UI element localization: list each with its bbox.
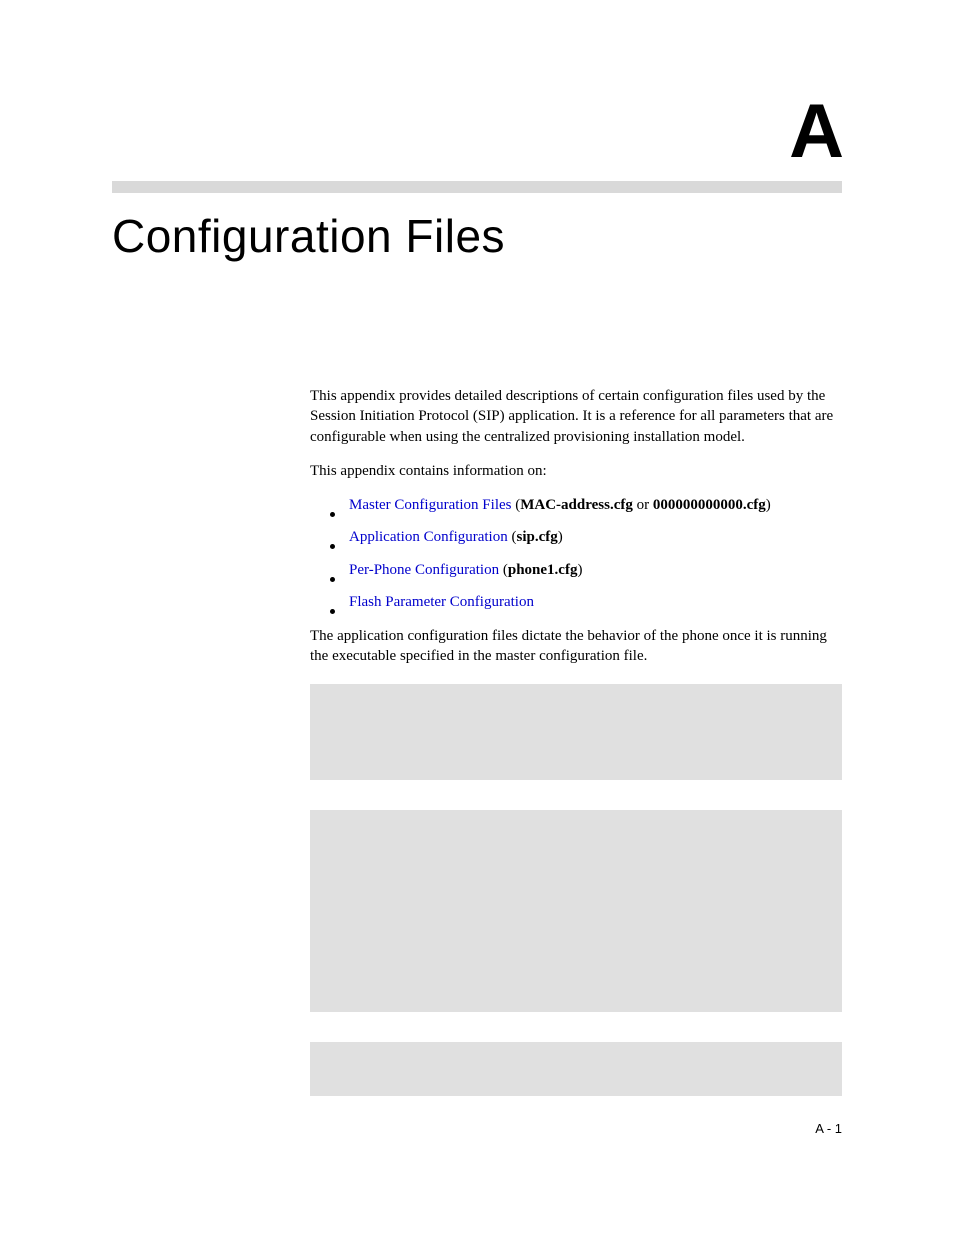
bullet-icon	[330, 577, 335, 582]
toc-intro: This appendix contains information on:	[310, 461, 842, 481]
bold-text: phone1.cfg	[508, 562, 578, 578]
list-item: Application Configuration (sip.cfg)	[310, 527, 842, 547]
bold-text: 000000000000.cfg	[653, 497, 766, 513]
bullet-icon	[330, 512, 335, 517]
link-flash-param-config[interactable]: Flash Parameter Configuration	[349, 594, 534, 610]
note-box	[310, 810, 842, 1012]
page-number: A - 1	[815, 1121, 842, 1136]
bullet-text: Master Configuration Files (MAC-address.…	[349, 495, 771, 515]
bullet-suffix: (	[499, 562, 508, 578]
closing-paragraph: The application configuration files dict…	[310, 626, 842, 667]
link-per-phone-config[interactable]: Per-Phone Configuration	[349, 562, 499, 578]
bullet-suffix: (	[511, 497, 520, 513]
list-item: Flash Parameter Configuration	[310, 592, 842, 612]
bold-text: MAC-address.cfg	[520, 497, 633, 513]
list-item: Master Configuration Files (MAC-address.…	[310, 495, 842, 515]
list-item: Per-Phone Configuration (phone1.cfg)	[310, 560, 842, 580]
bold-text: sip.cfg	[516, 529, 557, 545]
bullet-text: Application Configuration (sip.cfg)	[349, 527, 563, 547]
note-box	[310, 684, 842, 780]
link-app-config[interactable]: Application Configuration	[349, 529, 508, 545]
body-content: This appendix provides detailed descript…	[310, 386, 842, 681]
bullet-list: Master Configuration Files (MAC-address.…	[310, 495, 842, 612]
chapter-title: Configuration Files	[112, 209, 505, 263]
bullet-text: Flash Parameter Configuration	[349, 592, 534, 612]
bullet-close: )	[558, 529, 563, 545]
intro-paragraph: This appendix provides detailed descript…	[310, 386, 842, 447]
bullet-mid: or	[633, 497, 653, 513]
appendix-letter: A	[789, 88, 842, 175]
bullet-icon	[330, 609, 335, 614]
link-master-config[interactable]: Master Configuration Files	[349, 497, 511, 513]
note-box	[310, 1042, 842, 1096]
bullet-close: )	[766, 497, 771, 513]
divider-bar	[112, 181, 842, 193]
bullet-icon	[330, 544, 335, 549]
bullet-text: Per-Phone Configuration (phone1.cfg)	[349, 560, 582, 580]
bullet-close: )	[577, 562, 582, 578]
